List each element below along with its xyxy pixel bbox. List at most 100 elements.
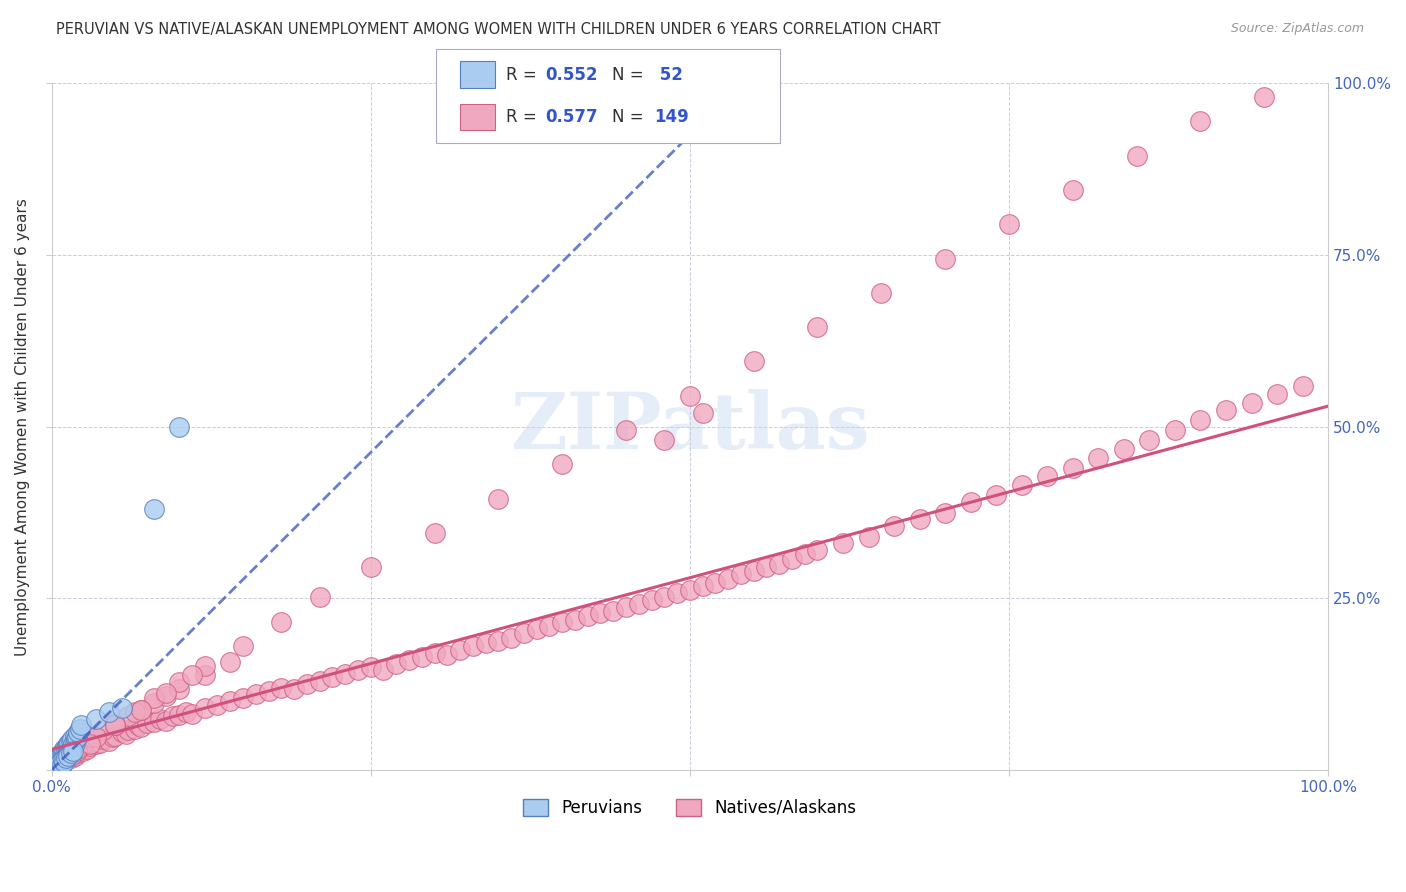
Point	[704, 576, 727, 591]
Point	[257, 684, 280, 698]
Point	[56, 749, 79, 764]
Point	[526, 622, 548, 636]
Point	[174, 705, 197, 719]
Point	[63, 735, 86, 749]
Point	[59, 749, 82, 764]
Point	[66, 746, 89, 760]
Point	[321, 670, 343, 684]
Point	[51, 746, 73, 760]
Point	[934, 506, 956, 520]
Point	[98, 705, 121, 719]
Point	[63, 749, 86, 764]
Point	[385, 657, 408, 671]
Point	[640, 592, 662, 607]
Point	[127, 718, 149, 732]
Point	[652, 590, 675, 604]
Point	[486, 491, 509, 506]
Text: 0.577: 0.577	[546, 108, 598, 126]
Point	[52, 744, 75, 758]
Point	[66, 730, 89, 744]
Point	[270, 615, 292, 630]
Point	[730, 567, 752, 582]
Point	[98, 734, 121, 748]
Point	[295, 677, 318, 691]
Point	[666, 586, 689, 600]
Point	[679, 389, 702, 403]
Text: ZIPatlas: ZIPatlas	[510, 389, 870, 465]
Point	[742, 564, 765, 578]
Point	[72, 737, 94, 751]
Point	[45, 759, 67, 773]
Point	[53, 742, 76, 756]
Text: 149: 149	[654, 108, 689, 126]
Point	[114, 727, 136, 741]
Point	[1062, 461, 1084, 475]
Point	[870, 285, 893, 300]
Point	[55, 750, 77, 764]
Point	[1240, 395, 1263, 409]
Text: R =: R =	[506, 108, 543, 126]
Point	[832, 536, 855, 550]
Point	[56, 739, 79, 753]
Point	[449, 643, 471, 657]
Point	[51, 757, 73, 772]
Point	[589, 607, 612, 621]
Point	[104, 718, 127, 732]
Point	[167, 419, 190, 434]
Point	[513, 625, 536, 640]
Point	[56, 746, 79, 760]
Point	[59, 734, 82, 748]
Point	[70, 718, 93, 732]
Point	[486, 634, 509, 648]
Point	[58, 735, 80, 749]
Point	[72, 744, 94, 758]
Point	[232, 640, 254, 654]
Point	[46, 757, 69, 772]
Point	[52, 750, 75, 764]
Point	[333, 666, 356, 681]
Point	[692, 579, 714, 593]
Text: N =: N =	[612, 66, 648, 84]
Point	[104, 716, 127, 731]
Point	[627, 597, 650, 611]
Point	[79, 730, 101, 744]
Point	[52, 753, 75, 767]
Point	[538, 619, 561, 633]
Point	[717, 572, 740, 586]
Point	[91, 732, 114, 747]
Point	[104, 718, 127, 732]
Point	[111, 701, 134, 715]
Point	[167, 681, 190, 696]
Point	[76, 742, 98, 756]
Point	[501, 631, 523, 645]
Point	[934, 252, 956, 266]
Point	[48, 757, 70, 772]
Point	[768, 557, 790, 571]
Point	[91, 723, 114, 738]
Point	[59, 746, 82, 760]
Point	[167, 708, 190, 723]
Point	[755, 560, 778, 574]
Point	[308, 673, 330, 688]
Point	[194, 668, 217, 682]
Point	[986, 488, 1008, 502]
Point	[44, 757, 66, 772]
Point	[66, 742, 89, 756]
Point	[436, 648, 458, 662]
Point	[1265, 386, 1288, 401]
Point	[84, 711, 107, 725]
Point	[49, 749, 72, 764]
Point	[117, 709, 139, 723]
Point	[53, 755, 76, 769]
Point	[46, 755, 69, 769]
Point	[1189, 413, 1212, 427]
Point	[207, 698, 229, 712]
Point	[398, 653, 420, 667]
Point	[55, 741, 77, 756]
Point	[66, 744, 89, 758]
Point	[576, 608, 599, 623]
Point	[551, 615, 574, 630]
Point	[232, 690, 254, 705]
Point	[142, 690, 165, 705]
Point	[62, 737, 84, 751]
